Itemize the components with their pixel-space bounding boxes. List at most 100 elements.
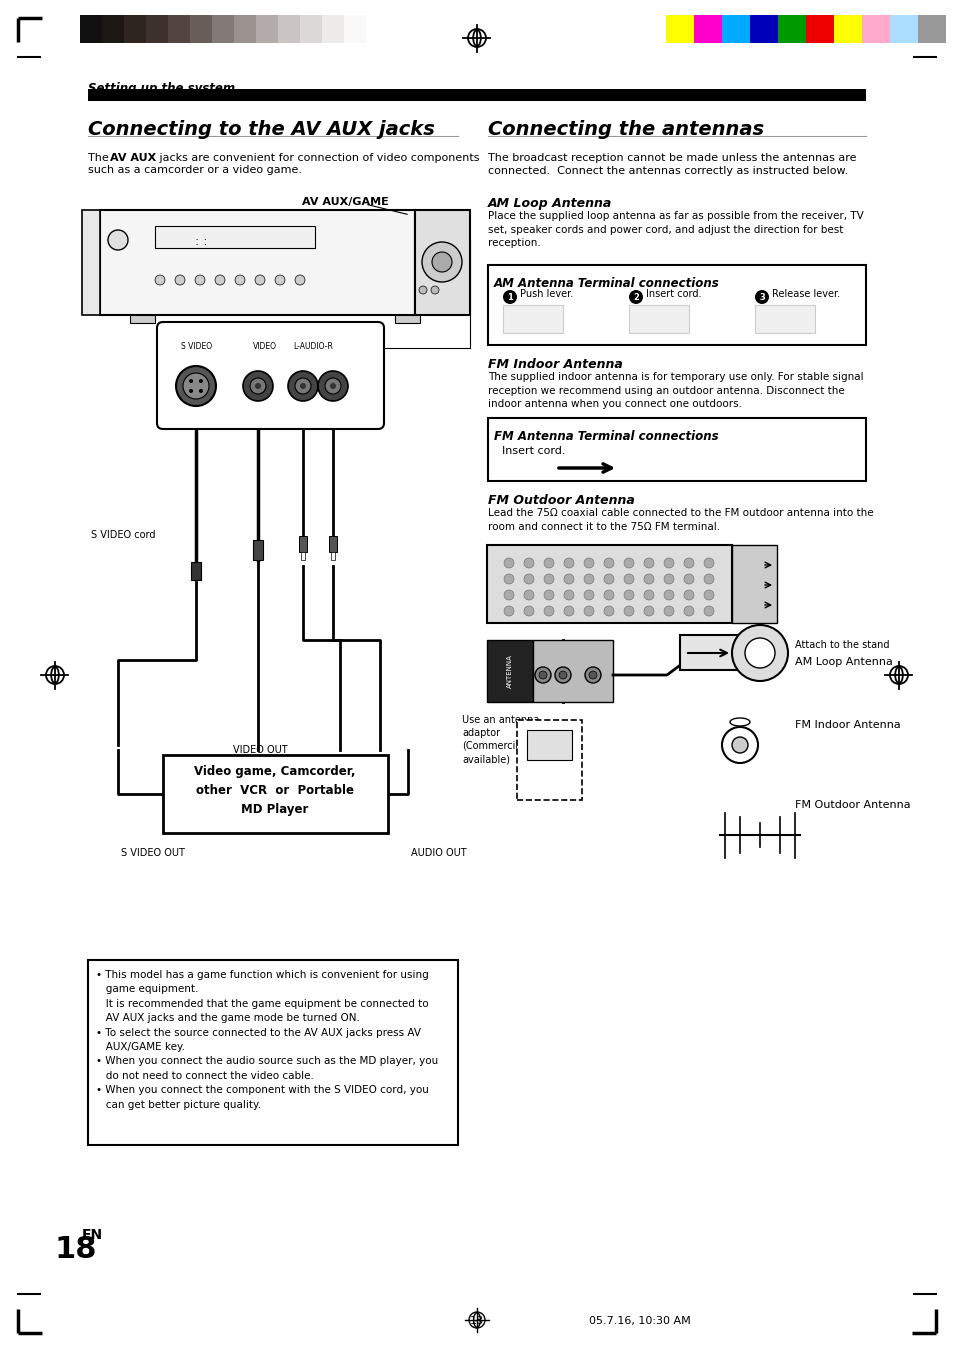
Bar [731,544,776,623]
Bar [212,15,233,43]
Circle shape [274,276,285,285]
Text: • This model has a game function which is convenient for using
   game equipment: • This model has a game function which i… [96,970,437,1109]
Circle shape [174,276,185,285]
Text: The broadcast reception cannot be made unless the antennas are
connected.  Conne: The broadcast reception cannot be made u… [488,153,856,176]
Text: S VIDEO: S VIDEO [181,342,212,351]
Text: Insert cord.: Insert cord. [645,289,700,299]
Circle shape [721,727,758,763]
Text: EN: EN [82,1228,103,1242]
Bar [253,540,263,561]
Text: AM Antenna Terminal connections: AM Antenna Terminal connections [494,277,719,290]
Bar [679,635,749,670]
Circle shape [418,286,427,295]
Bar [833,15,862,43]
Circle shape [234,276,245,285]
Text: 05.7.16, 10:30 AM: 05.7.16, 10:30 AM [589,1316,690,1325]
Ellipse shape [729,717,749,725]
Circle shape [563,574,574,584]
Circle shape [294,276,305,285]
Bar [395,315,419,323]
Text: Place the supplied loop antenna as far as possible from the receiver, TV
set, sp: Place the supplied loop antenna as far a… [488,211,862,249]
Circle shape [603,607,614,616]
Bar [146,15,168,43]
FancyBboxPatch shape [157,322,384,430]
Bar [628,305,688,332]
Circle shape [663,590,673,600]
Circle shape [503,590,514,600]
Bar [488,417,865,481]
Circle shape [523,558,534,567]
Circle shape [154,276,165,285]
Circle shape [563,558,574,567]
Circle shape [175,366,215,407]
Circle shape [431,286,438,295]
Circle shape [683,558,693,567]
Circle shape [503,558,514,567]
Text: : :: : : [194,235,208,249]
Bar [277,15,299,43]
Circle shape [199,380,203,384]
Circle shape [288,372,317,401]
Circle shape [317,372,348,401]
Circle shape [643,574,654,584]
Circle shape [214,276,225,285]
Circle shape [731,626,787,681]
Text: The: The [88,153,112,163]
Circle shape [563,607,574,616]
Circle shape [254,276,265,285]
Bar [486,640,533,703]
Bar [322,15,344,43]
Text: AM Loop Antenna: AM Loop Antenna [794,657,892,667]
Circle shape [588,671,597,680]
Text: FM Outdoor Antenna: FM Outdoor Antenna [488,494,634,507]
Bar [102,15,124,43]
Text: FM Outdoor Antenna: FM Outdoor Antenna [794,800,910,811]
Circle shape [643,558,654,567]
Circle shape [538,671,546,680]
Circle shape [744,638,774,667]
Circle shape [643,590,654,600]
Text: Push lever.: Push lever. [519,289,573,299]
Bar [526,730,572,761]
Text: VIDEO: VIDEO [253,342,276,351]
Bar [100,209,415,315]
Circle shape [683,574,693,584]
Circle shape [254,382,261,389]
Bar [190,15,212,43]
Text: FM Indoor Antenna: FM Indoor Antenna [488,358,622,372]
Text: FM Indoor Antenna: FM Indoor Antenna [794,720,900,730]
Text: ANTENNA: ANTENNA [506,654,513,688]
Bar [693,15,721,43]
Text: Use an antenna
adaptor
(Commercially
available): Use an antenna adaptor (Commercially ava… [461,715,538,765]
Circle shape [189,389,193,393]
Circle shape [683,590,693,600]
Circle shape [243,372,273,401]
Text: jacks are convenient for connection of video components: jacks are convenient for connection of v… [156,153,479,163]
Text: such as a camcorder or a video game.: such as a camcorder or a video game. [88,165,302,176]
Bar [298,536,307,553]
Text: 18: 18 [55,1235,97,1265]
Bar [502,305,562,332]
Circle shape [623,558,634,567]
Circle shape [502,290,517,304]
Circle shape [299,382,306,389]
Circle shape [199,389,203,393]
Bar [88,89,865,101]
Circle shape [623,574,634,584]
Circle shape [194,276,205,285]
Bar [255,15,277,43]
Circle shape [603,590,614,600]
Circle shape [250,378,266,394]
Circle shape [628,290,642,304]
Circle shape [535,667,551,684]
Text: Insert cord.: Insert cord. [501,446,565,457]
Circle shape [584,667,600,684]
Circle shape [183,373,209,399]
Bar [721,15,749,43]
Circle shape [731,738,747,753]
Bar [124,15,146,43]
Circle shape [543,558,554,567]
Bar [154,226,314,249]
Bar [331,553,335,561]
Bar [82,209,100,315]
